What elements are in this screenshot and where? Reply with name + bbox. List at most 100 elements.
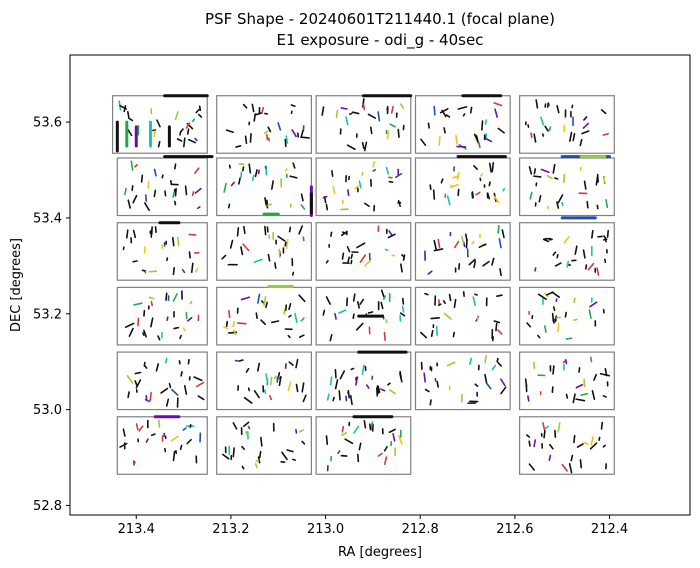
psf-whisker	[340, 208, 349, 211]
psf-whisker	[491, 364, 497, 371]
psf-whisker	[591, 229, 594, 239]
psf-whisker	[544, 425, 549, 430]
psf-whisker	[183, 384, 188, 395]
psf-whisker	[153, 189, 157, 198]
psf-whisker	[499, 378, 506, 387]
psf-whisker	[227, 203, 231, 209]
psf-whisker	[194, 167, 200, 174]
psf-whisker	[325, 296, 331, 305]
psf-whisker	[278, 248, 281, 258]
psf-whisker	[119, 442, 128, 448]
psf-whisker	[498, 238, 502, 249]
psf-whisker	[264, 197, 268, 207]
psf-whisker	[494, 108, 498, 118]
psf-whisker	[189, 301, 193, 305]
psf-whisker	[546, 174, 553, 180]
psf-whisker	[337, 450, 341, 455]
psf-whisker	[429, 399, 432, 406]
psf-whisker	[549, 443, 554, 450]
psf-whisker	[589, 301, 598, 308]
psf-whisker	[484, 354, 487, 364]
psf-whisker	[284, 241, 287, 247]
psf-whisker	[285, 135, 289, 144]
psf-whisker	[290, 104, 296, 108]
psf-whisker	[590, 356, 593, 363]
psf-whisker	[552, 306, 556, 312]
x-tick-label: 213.4	[118, 522, 155, 537]
psf-whisker	[340, 231, 347, 237]
psf-whisker	[569, 131, 573, 142]
psf-whisker	[598, 436, 601, 442]
psf-whisker	[439, 107, 449, 114]
psf-whisker	[274, 262, 277, 269]
psf-whisker	[286, 449, 294, 453]
psf-whisker	[155, 363, 160, 372]
psf-whisker	[269, 376, 273, 386]
psf-whisker	[194, 187, 202, 194]
x-tick-label: 212.8	[402, 522, 439, 537]
psf-whisker	[198, 105, 202, 112]
psf-whisker	[356, 300, 360, 309]
psf-whisker	[599, 372, 611, 377]
psf-whisker	[585, 264, 588, 270]
psf-whisker	[602, 395, 607, 398]
psf-whisker	[606, 229, 610, 238]
psf-whisker	[157, 141, 161, 148]
psf-whisker	[556, 104, 560, 114]
psf-whisker	[130, 160, 134, 171]
psf-whisker	[154, 226, 157, 234]
psf-whisker	[572, 133, 576, 142]
psf-whisker	[171, 388, 179, 396]
psf-whisker	[441, 109, 447, 118]
psf-whisker	[354, 185, 360, 190]
psf-whisker	[284, 168, 288, 172]
plot-area	[70, 55, 690, 515]
psf-whisker	[388, 428, 396, 434]
psf-whisker	[179, 444, 183, 450]
psf-whisker	[223, 326, 229, 330]
psf-whisker	[187, 138, 196, 144]
psf-whisker	[346, 144, 356, 151]
psf-whisker	[291, 458, 297, 461]
psf-whisker	[133, 302, 143, 306]
psf-whisker	[367, 311, 374, 314]
psf-whisker	[128, 327, 134, 337]
ccd-outline	[519, 222, 615, 281]
whisker-layer	[115, 94, 612, 474]
ccd-outline	[315, 286, 412, 346]
psf-whisker	[368, 423, 372, 431]
psf-whisker	[289, 175, 298, 179]
psf-whisker	[302, 394, 307, 403]
psf-whisker	[596, 267, 600, 276]
psf-whisker	[358, 180, 362, 189]
psf-whisker	[491, 257, 495, 266]
ccd-outline	[519, 95, 615, 154]
psf-whisker	[190, 262, 194, 274]
psf-whisker	[372, 161, 376, 168]
psf-whisker	[390, 105, 394, 114]
psf-whisker	[222, 453, 230, 460]
psf-whisker	[326, 393, 330, 401]
psf-whisker	[242, 103, 248, 109]
psf-whisker	[604, 258, 607, 264]
psf-whisker	[544, 325, 547, 333]
psf-whisker	[603, 176, 606, 183]
psf-whisker	[430, 329, 434, 338]
psf-whisker	[233, 329, 237, 336]
psf-whisker	[288, 303, 292, 311]
ccd-outline	[414, 351, 511, 411]
psf-whisker	[325, 259, 329, 264]
psf-whisker	[542, 238, 550, 243]
psf-whisker	[268, 395, 273, 401]
psf-whisker	[383, 445, 388, 452]
psf-whisker	[568, 462, 573, 474]
psf-whisker	[436, 380, 440, 388]
psf-whisker	[533, 439, 537, 448]
psf-whisker	[160, 387, 169, 394]
psf-whisker	[388, 230, 393, 236]
psf-whisker	[377, 385, 381, 394]
psf-whisker	[556, 201, 560, 209]
psf-whisker	[380, 301, 384, 310]
psf-whisker	[330, 231, 333, 237]
psf-whisker	[273, 375, 277, 380]
